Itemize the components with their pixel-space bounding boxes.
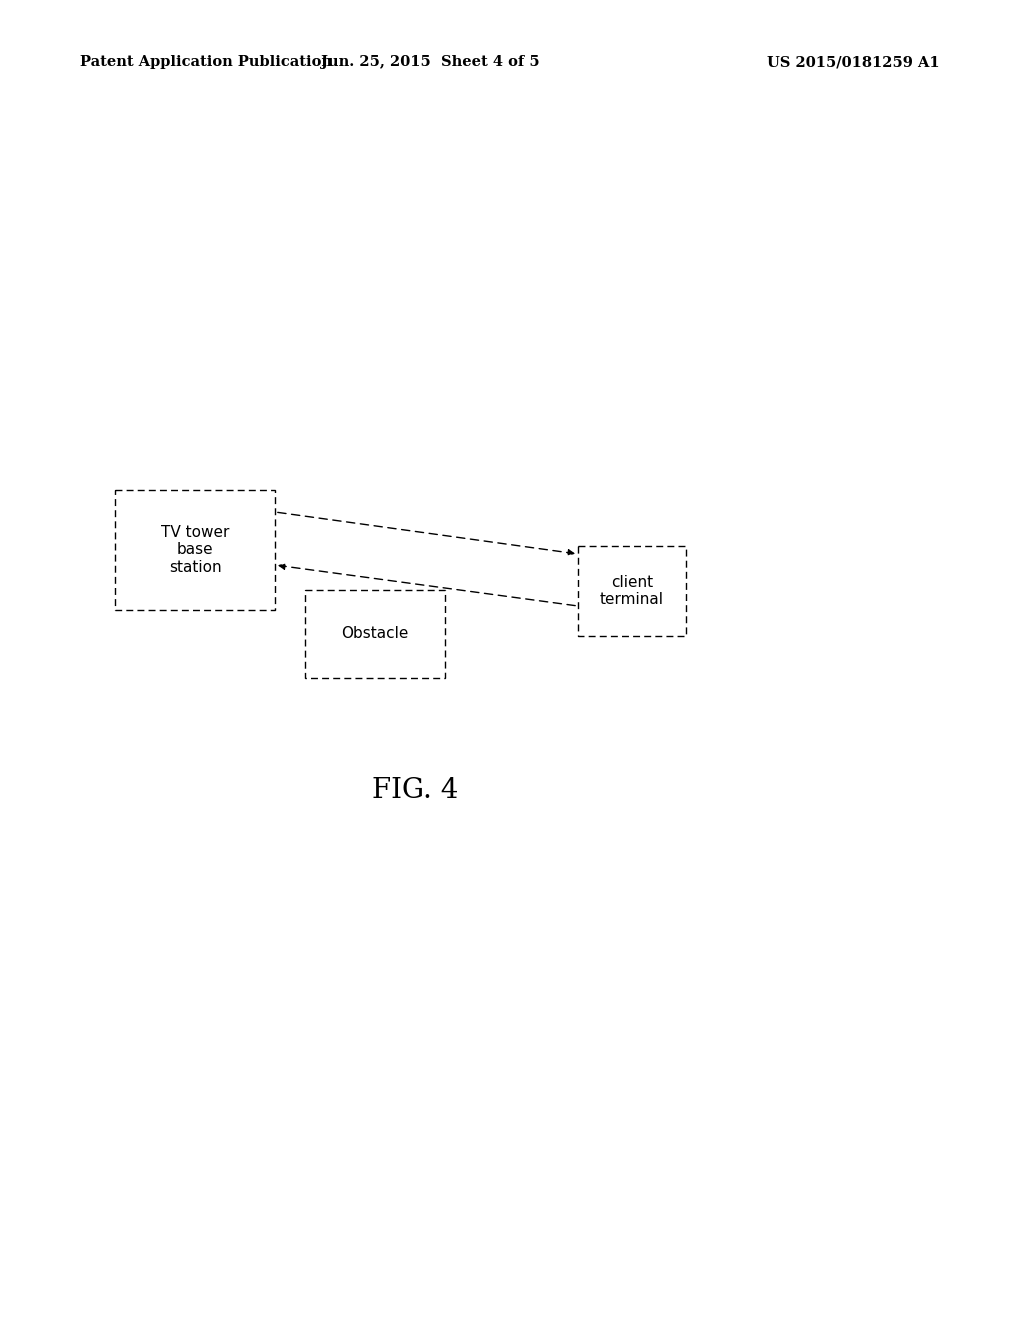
Text: client
terminal: client terminal [600,574,664,607]
Text: FIG. 4: FIG. 4 [372,776,458,804]
Text: Jun. 25, 2015  Sheet 4 of 5: Jun. 25, 2015 Sheet 4 of 5 [321,55,540,69]
Bar [578,546,686,636]
Bar [305,590,445,678]
Text: Patent Application Publication: Patent Application Publication [80,55,332,69]
Text: US 2015/0181259 A1: US 2015/0181259 A1 [767,55,940,69]
Bar [115,490,275,610]
Text: Obstacle: Obstacle [341,627,409,642]
Text: TV tower
base
station: TV tower base station [161,525,229,576]
